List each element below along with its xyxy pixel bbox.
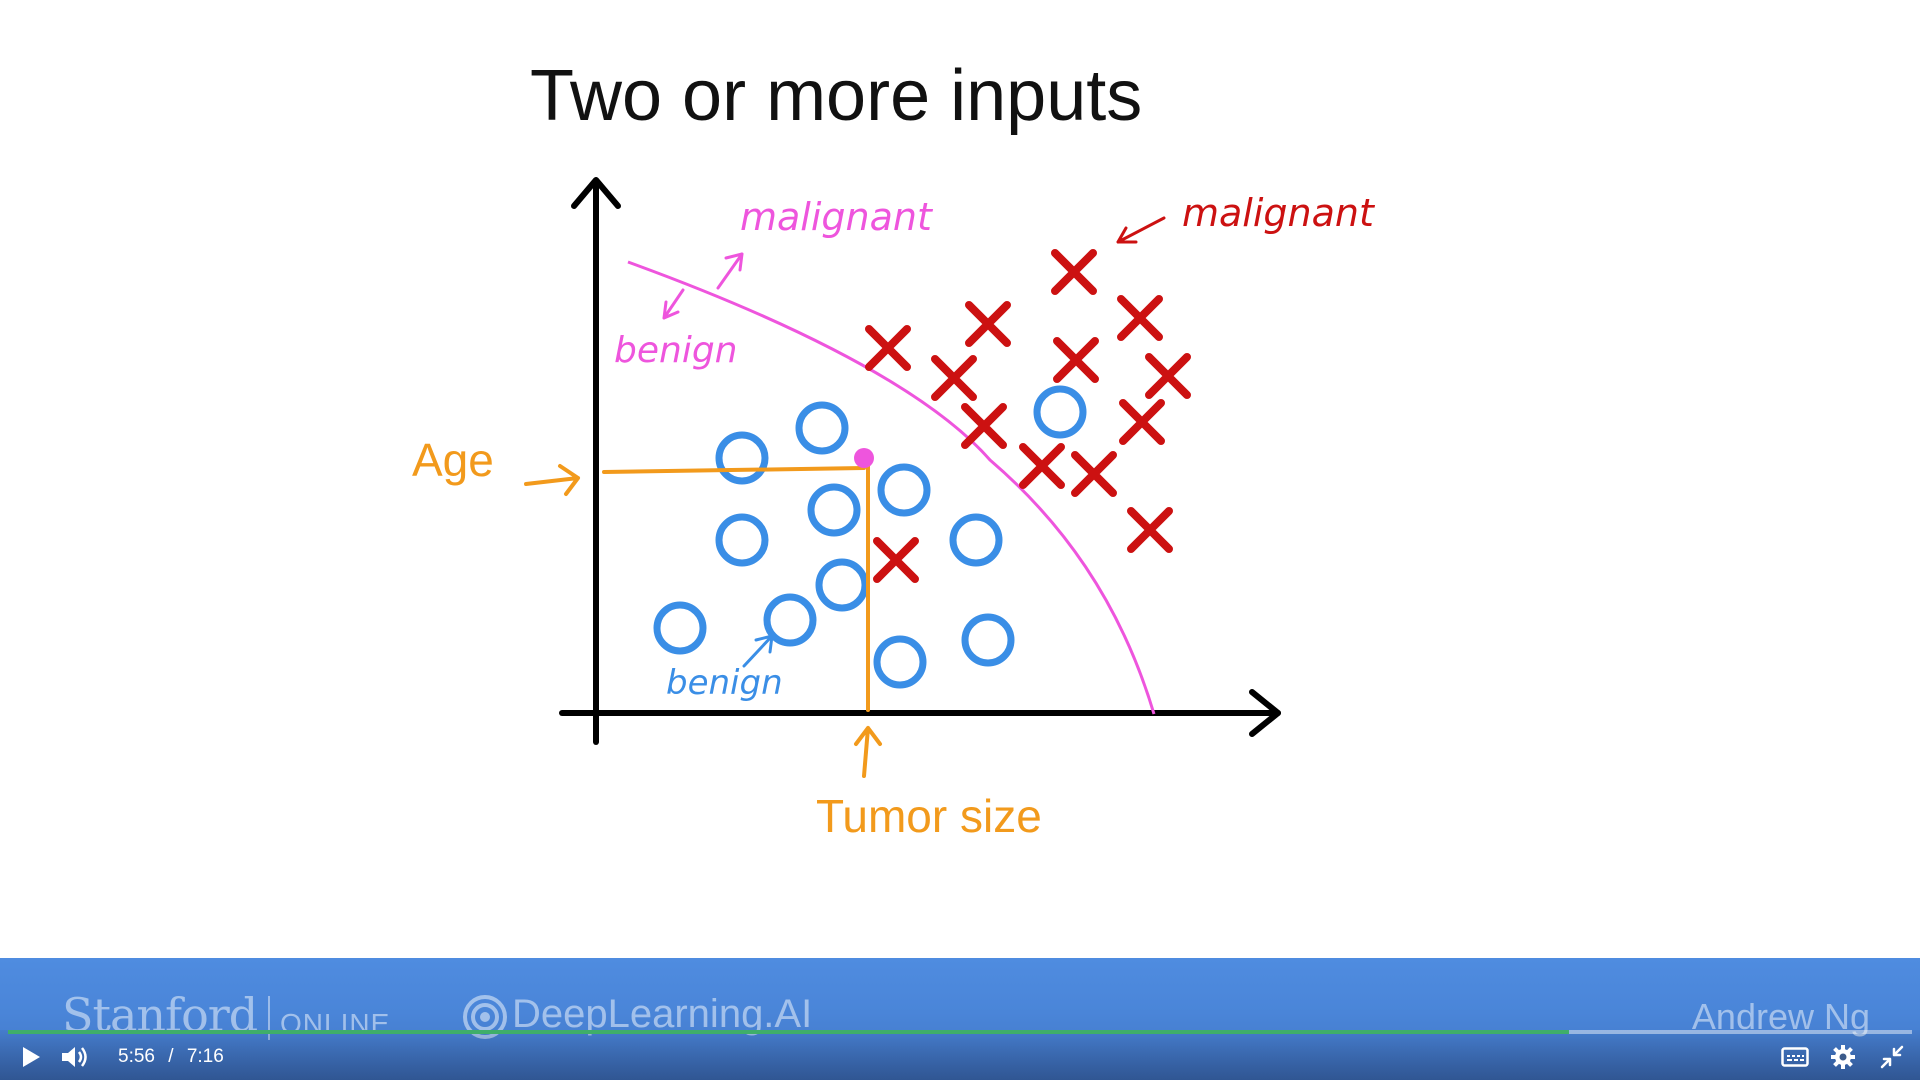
duration: 7:16 xyxy=(186,1046,224,1067)
settings-button[interactable] xyxy=(1826,1040,1860,1074)
malignant-sample-cross xyxy=(1053,337,1099,383)
benign-sample-circle xyxy=(807,483,861,537)
slide-title: Two or more inputs xyxy=(530,56,1142,136)
benign-sample-circle xyxy=(949,513,1003,567)
watermark-divider xyxy=(268,996,270,1040)
x-axis-label: Tumor size xyxy=(816,790,1042,842)
malignant-sample-cross xyxy=(1051,249,1097,295)
age-arrow xyxy=(524,464,580,496)
malignant-sample-cross xyxy=(1119,399,1165,445)
query-point xyxy=(854,448,874,468)
malignant-cluster-arrow xyxy=(1116,216,1166,244)
malignant-sample-cross xyxy=(1071,451,1117,497)
x-axis-arrowhead xyxy=(1249,689,1281,737)
volume-button[interactable] xyxy=(56,1040,94,1074)
y-axis-arrowhead xyxy=(571,177,621,209)
malignant-sample-cross xyxy=(1117,295,1163,341)
benign-sample-circle xyxy=(715,513,769,567)
deeplearning-logo-icon xyxy=(463,995,507,1039)
playback-time: 5:56 / 7:16 xyxy=(118,1046,224,1068)
slide-canvas: Two or more inputs malignant benign mali… xyxy=(412,56,1376,842)
instructor-watermark: Andrew Ng xyxy=(1691,996,1870,1037)
volume-icon xyxy=(62,1047,87,1067)
time-separator: / xyxy=(168,1046,174,1067)
exit-fullscreen-icon xyxy=(1880,1045,1904,1069)
benign-sample-circle xyxy=(795,401,849,455)
benign-points xyxy=(653,385,1087,689)
benign-cluster-label: benign xyxy=(666,663,783,703)
benign-sample-circle xyxy=(1033,385,1087,439)
malignant-side-arrow xyxy=(716,252,744,290)
malignant-sample-cross xyxy=(931,355,977,401)
malignant-cluster-label: malignant xyxy=(1182,191,1376,235)
deeplearning-watermark: DeepLearning.AI xyxy=(512,992,813,1036)
benign-sample-circle xyxy=(763,593,817,647)
tumor-size-arrow xyxy=(854,726,882,778)
benign-sample-circle xyxy=(653,601,707,655)
course-banner: Stanford ONLINE DeepLearning.AI Andrew N… xyxy=(0,958,1920,1080)
current-time: 5:56 xyxy=(118,1046,155,1067)
malignant-sample-cross xyxy=(1019,443,1065,489)
lecture-slide: Two or more inputs malignant benign mali… xyxy=(412,56,1376,842)
age-guide-line xyxy=(602,466,866,474)
benign-sample-circle xyxy=(715,431,769,485)
y-axis-label: Age xyxy=(412,434,494,486)
benign-sample-circle xyxy=(815,558,869,612)
progress-bar[interactable] xyxy=(8,1030,1912,1034)
benign-cluster-arrow xyxy=(742,634,774,668)
decision-boundary-curve xyxy=(627,260,1156,715)
benign-sample-circle xyxy=(961,613,1015,667)
malignant-sample-cross xyxy=(1127,507,1173,553)
benign-sample-circle xyxy=(873,635,927,689)
captions-icon xyxy=(1781,1047,1809,1067)
malignant-sample-cross xyxy=(865,325,911,371)
play-icon xyxy=(23,1047,40,1067)
exit-fullscreen-button[interactable] xyxy=(1875,1040,1909,1074)
malignant-side-label: malignant xyxy=(740,195,934,239)
play-button[interactable] xyxy=(14,1040,48,1074)
progress-bar-fill xyxy=(8,1030,1570,1034)
settings-icon xyxy=(1831,1045,1855,1069)
malignant-sample-cross xyxy=(873,537,919,583)
malignant-sample-cross xyxy=(1145,353,1191,399)
captions-button[interactable] xyxy=(1778,1042,1812,1074)
player-control-bar xyxy=(0,1030,1920,1080)
benign-side-label: benign xyxy=(614,330,738,371)
benign-side-arrow xyxy=(662,288,685,320)
malignant-sample-cross xyxy=(965,301,1011,347)
malignant-points xyxy=(865,249,1191,583)
benign-sample-circle xyxy=(877,463,931,517)
malignant-sample-cross xyxy=(961,403,1007,449)
axes xyxy=(559,177,1281,745)
